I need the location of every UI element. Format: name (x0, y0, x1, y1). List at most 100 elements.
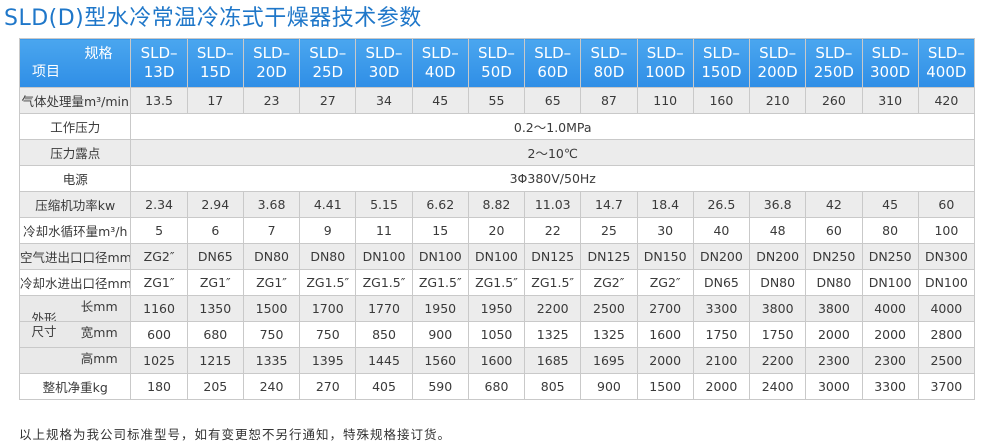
table-cell: 87 (580, 87, 638, 114)
table-cell: DN100 (467, 243, 526, 270)
table-cell: DN80 (299, 243, 357, 270)
table-cell: 2700 (636, 295, 694, 322)
table-cell: DN80 (242, 243, 301, 270)
table-cell: 900 (580, 373, 638, 400)
dimension-group-label-line2: 尺寸 (31, 324, 57, 339)
table-cell: 11.03 (524, 191, 582, 218)
model-suffix: 50D (481, 63, 512, 81)
model-suffix: 20D (256, 63, 287, 81)
model-header: SLD– 50D (467, 38, 526, 88)
model-header: SLD– 250D (805, 38, 863, 88)
table-cell: ZG1.5″ (299, 269, 357, 296)
row-label: 冷却水进出口径mm (18, 269, 132, 296)
table-cell: 2200 (524, 295, 582, 322)
footnote: 以上规格为我公司标准型号，如有变更恕不另行通知，特殊规格接订货。 (19, 427, 452, 442)
table-cell: DN300 (917, 243, 976, 270)
table-cell: DN150 (636, 243, 694, 270)
row-label: 气体处理量m³/min (18, 87, 132, 114)
table-cell: DN100 (917, 269, 976, 296)
table-cell: 590 (411, 373, 469, 400)
table-cell: 48 (749, 217, 807, 244)
model-suffix: 400D (926, 63, 967, 81)
model-suffix: 15D (199, 63, 231, 81)
model-prefix: SLD– (253, 44, 290, 62)
model-header: SLD– 100D (636, 38, 694, 88)
row-label: 工作压力 (18, 113, 132, 140)
table-cell: ZG1″ (130, 269, 188, 296)
model-header: SLD– 15D (186, 38, 244, 88)
model-prefix: SLD– (927, 44, 965, 62)
model-header: SLD– 13D (130, 38, 188, 88)
model-suffix: 80D (593, 63, 625, 81)
model-suffix: 13D (143, 63, 175, 81)
table-cell: 2000 (805, 321, 863, 348)
table-cell: DN125 (524, 243, 582, 270)
table-cell: 30 (636, 217, 694, 244)
table-cell: 680 (186, 321, 244, 348)
table-cell: 1215 (186, 347, 244, 374)
spanning-value: 2～10℃ (130, 139, 975, 166)
table-cell: 1500 (636, 373, 694, 400)
model-header: SLD– 20D (242, 38, 301, 88)
row-label: 整机净重kg (18, 373, 132, 400)
table-cell: 2400 (749, 373, 807, 400)
table-cell: ZG1″ (242, 269, 301, 296)
header-corner: 规格 项目 (18, 38, 132, 88)
table-cell: 420 (917, 87, 976, 114)
table-cell: DN100 (411, 243, 469, 270)
model-suffix: 200D (757, 63, 798, 81)
table-cell: 1445 (355, 347, 413, 374)
table-row: 气体处理量m³/min 13.5 17 23 27 34 45 55 65 87 110 160 210… (18, 87, 976, 114)
table-cell: 1335 (242, 347, 301, 374)
table-cell: 13.5 (130, 87, 188, 114)
table-cell: 850 (355, 321, 413, 348)
table-cell: 2100 (692, 347, 751, 374)
model-prefix: SLD– (702, 44, 740, 62)
table-cell: DN100 (355, 243, 413, 270)
model-header: SLD– 400D (917, 38, 976, 88)
table-cell: ZG1″ (186, 269, 244, 296)
table-cell: 23 (242, 87, 301, 114)
table-cell: DN100 (861, 269, 919, 296)
model-suffix: 60D (537, 63, 569, 81)
row-label: 电源 (18, 165, 132, 192)
table-cell: 3800 (749, 295, 807, 322)
row-label: 压力露点 (18, 139, 132, 166)
table-cell: 42 (805, 191, 863, 218)
table-row: 尺寸 宽mm 600 680 750 750 850 900 1050 1325 1325 1600 1… (18, 321, 976, 348)
table-cell: DN250 (861, 243, 919, 270)
table-cell: 1750 (749, 321, 807, 348)
table-cell: 4000 (917, 295, 976, 322)
table-cell: 1395 (299, 347, 357, 374)
table-cell: ZG1.5″ (411, 269, 469, 296)
table-cell: DN80 (749, 269, 807, 296)
table-cell: 45 (411, 87, 469, 114)
model-suffix: 100D (645, 63, 686, 81)
model-prefix: SLD– (140, 44, 178, 62)
model-prefix: SLD– (871, 44, 909, 62)
table-cell: 680 (467, 373, 526, 400)
table-cell: 2500 (917, 347, 976, 374)
model-prefix: SLD– (590, 44, 628, 62)
table-cell: 60 (917, 191, 976, 218)
table-cell: 110 (636, 87, 694, 114)
table-cell: 1560 (411, 347, 469, 374)
table-cell: 3300 (692, 295, 751, 322)
table-cell: DN80 (805, 269, 863, 296)
dimension-label-cell: 外形 长mm (18, 295, 132, 322)
table-cell: 750 (299, 321, 357, 348)
table-row: 工作压力 0.2～1.0MPa (18, 113, 975, 140)
model-header: SLD– 25D (299, 38, 357, 88)
table-cell: 3700 (917, 373, 976, 400)
dimension-sub-label: 高mm (80, 351, 118, 366)
table-cell: 2000 (861, 321, 919, 348)
row-label: 冷却水循环量m³/h (18, 217, 132, 244)
table-cell: 80 (861, 217, 919, 244)
table-cell: 60 (805, 217, 863, 244)
model-suffix: 150D (701, 63, 742, 81)
table-cell: 1695 (580, 347, 638, 374)
table-cell: 2200 (749, 347, 807, 374)
table-cell: 2300 (805, 347, 863, 374)
table-row: 电源 3Φ380V/50Hz (18, 165, 975, 192)
dimension-label-cell: 高mm (18, 347, 132, 374)
